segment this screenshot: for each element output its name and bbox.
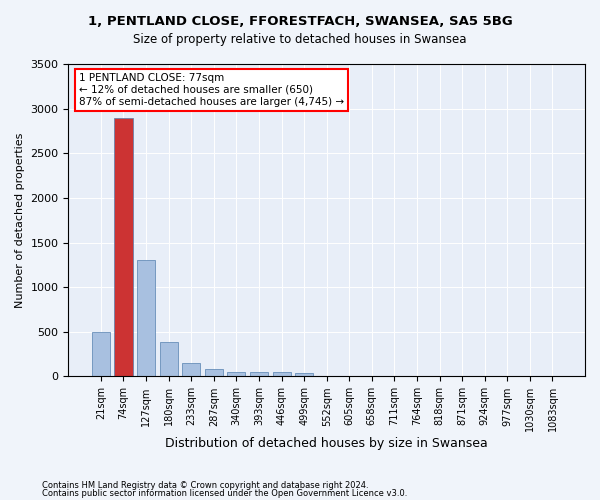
Text: 1 PENTLAND CLOSE: 77sqm
← 12% of detached houses are smaller (650)
87% of semi-d: 1 PENTLAND CLOSE: 77sqm ← 12% of detache… — [79, 74, 344, 106]
Text: Contains public sector information licensed under the Open Government Licence v3: Contains public sector information licen… — [42, 488, 407, 498]
Bar — [137, 260, 155, 376]
X-axis label: Distribution of detached houses by size in Swansea: Distribution of detached houses by size … — [166, 437, 488, 450]
Bar — [295, 373, 313, 376]
Bar — [115, 118, 133, 376]
Bar — [92, 332, 110, 376]
Bar — [182, 363, 200, 376]
Text: Contains HM Land Registry data © Crown copyright and database right 2024.: Contains HM Land Registry data © Crown c… — [42, 481, 368, 490]
Text: 1, PENTLAND CLOSE, FFORESTFACH, SWANSEA, SA5 5BG: 1, PENTLAND CLOSE, FFORESTFACH, SWANSEA,… — [88, 15, 512, 28]
Bar — [160, 342, 178, 376]
Text: Size of property relative to detached houses in Swansea: Size of property relative to detached ho… — [133, 32, 467, 46]
Bar — [227, 372, 245, 376]
Bar — [250, 372, 268, 376]
Bar — [205, 370, 223, 376]
Bar — [272, 372, 290, 376]
Y-axis label: Number of detached properties: Number of detached properties — [15, 132, 25, 308]
